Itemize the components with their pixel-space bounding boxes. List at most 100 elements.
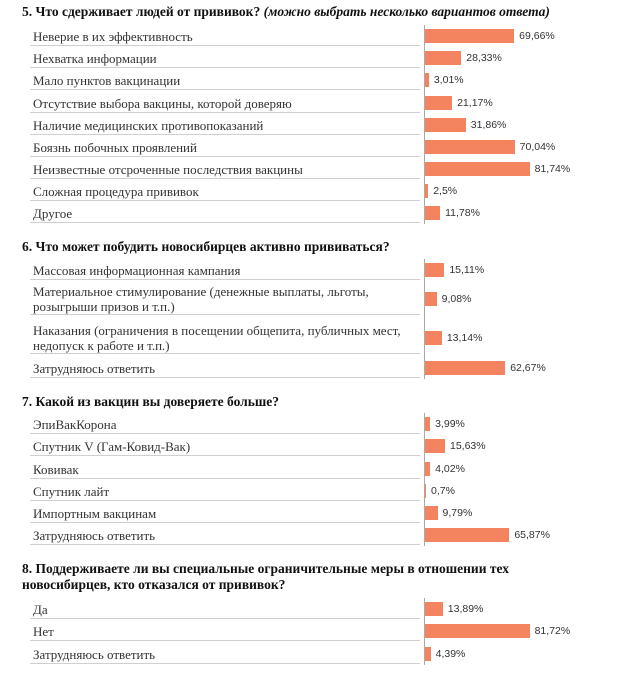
answer-bar <box>425 417 431 431</box>
answer-label: Ковивак <box>33 461 79 477</box>
answer-label: Неизвестные отсроченные последствия вакц… <box>33 161 303 177</box>
question-note: (можно выбрать несколько вариантов ответ… <box>263 4 550 19</box>
row-separator <box>30 279 420 280</box>
answer-value-label: 81,74% <box>534 163 571 175</box>
answer-label: Да <box>33 601 48 617</box>
answer-bar <box>425 462 431 476</box>
row-separator <box>30 112 420 113</box>
question-title-text: 5. Что сдерживает людей от прививок? <box>22 4 261 19</box>
answer-label: Нет <box>33 623 54 639</box>
answer-value-label: 11,78% <box>445 207 480 219</box>
row-separator <box>30 45 420 46</box>
answer-bar <box>425 51 462 65</box>
answer-bar <box>425 184 429 198</box>
answer-value-label: 13,89% <box>447 603 484 615</box>
answer-label: Спутник V (Гам-Ковид-Вак) <box>33 438 191 454</box>
answer-bar <box>425 528 510 542</box>
chart-axis <box>424 25 425 224</box>
row-separator <box>30 618 420 619</box>
answer-value-label: 21,17% <box>457 97 493 109</box>
answer-value-label: 13,14% <box>446 332 483 344</box>
row-separator <box>30 455 420 456</box>
answer-label: Неверие в их эффективность <box>33 28 193 44</box>
answer-label: Материальное стимулирование (денежные вы… <box>33 284 369 314</box>
answer-bar <box>425 292 437 306</box>
answer-label: Массовая информационная кампания <box>33 262 241 278</box>
answer-bar <box>425 118 466 132</box>
answer-value-label: 2,5% <box>433 185 458 197</box>
row-separator <box>30 663 420 664</box>
question-title: 5. Что сдерживает людей от прививок? (мо… <box>22 4 612 20</box>
question-title-text: 8. Поддерживаете ли вы специальные огран… <box>22 561 509 592</box>
answer-value-label: 70,04% <box>519 141 556 153</box>
answer-label: Импортным вакцинам <box>33 505 157 521</box>
answer-bar <box>425 331 442 345</box>
answer-bar <box>425 602 443 616</box>
row-separator <box>30 222 420 223</box>
question-title: 7. Какой из вакцин вы доверяете больше? <box>22 394 612 410</box>
question-title: 6. Что может побудить новосибирцев актив… <box>22 239 612 255</box>
answer-bar <box>425 624 530 638</box>
answer-label: Отсутствие выбора вакцины, которой довер… <box>33 95 292 111</box>
answer-value-label: 3,01% <box>433 74 464 86</box>
answer-label: Затрудняюсь ответить <box>33 646 156 662</box>
answer-value-label: 28,33% <box>466 52 502 64</box>
answer-value-label: 81,72% <box>534 625 571 637</box>
answer-bar <box>425 162 530 176</box>
answer-value-label: 0,7% <box>431 485 455 497</box>
answer-value-label: 31,86% <box>470 119 507 131</box>
question-title: 8. Поддерживаете ли вы специальные огран… <box>22 561 582 593</box>
row-separator <box>30 89 420 90</box>
answer-bar <box>425 263 445 277</box>
row-separator <box>30 522 420 523</box>
row-separator <box>30 134 420 135</box>
answer-bar <box>425 206 441 220</box>
answer-bar <box>425 484 426 498</box>
answer-value-label: 3,99% <box>435 418 465 430</box>
answer-bar <box>425 506 438 520</box>
question-title-text: 6. Что может побудить новосибирцев актив… <box>22 239 390 254</box>
answer-label: Затрудняюсь ответить <box>33 527 156 543</box>
row-separator <box>30 377 420 378</box>
answer-label: ЭпиВакКорона <box>33 416 117 432</box>
row-separator <box>30 156 420 157</box>
answer-bar <box>425 140 515 154</box>
answer-value-label: 9,08% <box>441 293 472 305</box>
answer-value-label: 4,39% <box>435 648 466 660</box>
answer-bar <box>425 96 453 110</box>
row-separator <box>30 544 420 545</box>
row-separator <box>30 478 420 479</box>
answer-value-label: 9,79% <box>442 507 473 519</box>
row-separator <box>30 433 420 434</box>
row-separator <box>30 314 420 315</box>
answer-label: Сложная процедура прививок <box>33 183 199 199</box>
answer-label: Другое <box>33 205 73 221</box>
answer-value-label: 15,11% <box>449 264 485 276</box>
answer-value-label: 62,67% <box>510 362 546 374</box>
answer-label: Затрудняюсь ответить <box>33 360 156 376</box>
chart-axis <box>424 413 425 546</box>
answer-label: Наличие медицинских противопоказаний <box>33 117 264 133</box>
answer-value-label: 4,02% <box>435 463 465 475</box>
answer-value-label: 65,87% <box>514 529 550 541</box>
answer-label: Боязнь побочных проявлений <box>33 139 197 155</box>
answer-value-label: 15,63% <box>450 440 486 452</box>
row-separator <box>30 67 420 68</box>
answer-bar <box>425 29 515 43</box>
question-title-text: 7. Какой из вакцин вы доверяете больше? <box>22 394 280 409</box>
chart-axis <box>424 598 425 665</box>
answer-label: Спутник лайт <box>33 483 110 499</box>
row-separator <box>30 178 420 179</box>
row-separator <box>30 353 420 354</box>
answer-value-label: 69,66% <box>519 30 555 42</box>
answer-label: Мало пунктов вакцинации <box>33 72 181 88</box>
answer-bar <box>425 73 429 87</box>
row-separator <box>30 500 420 501</box>
row-separator <box>30 640 420 641</box>
answer-label: Нехватка информации <box>33 50 157 66</box>
answer-bar <box>425 439 445 453</box>
chart-axis <box>424 259 425 379</box>
answer-bar <box>425 361 506 375</box>
answer-bar <box>425 647 431 661</box>
